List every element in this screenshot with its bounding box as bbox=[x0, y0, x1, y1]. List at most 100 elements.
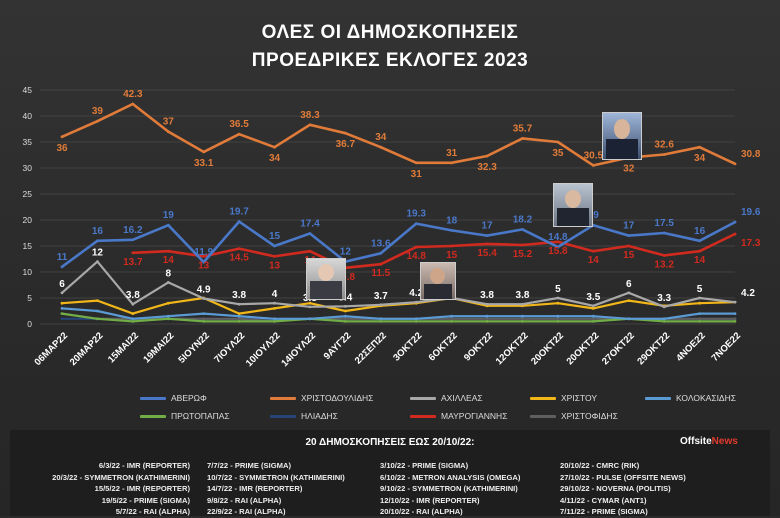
data-point bbox=[450, 229, 454, 232]
data-point bbox=[591, 314, 595, 318]
data-point bbox=[379, 303, 383, 307]
data-point bbox=[662, 253, 666, 257]
legend-label: ΗΛΙΑΔΗΣ bbox=[301, 411, 338, 421]
data-point bbox=[698, 249, 701, 253]
data-label: 15.2 bbox=[513, 249, 533, 260]
x-tick-label: 06MAP22 bbox=[32, 330, 70, 368]
series-line-ΑΧΙΛΛΕΑΣ bbox=[61, 260, 736, 308]
data-point bbox=[60, 301, 64, 305]
data-label: 37 bbox=[163, 117, 175, 128]
legend-item: ΑΒΕΡΩΦ bbox=[140, 393, 207, 403]
data-label: 3.8 bbox=[480, 290, 494, 301]
data-point bbox=[60, 291, 64, 295]
data-point bbox=[273, 301, 276, 305]
data-label: 17 bbox=[623, 221, 635, 232]
data-point bbox=[379, 317, 383, 321]
data-point bbox=[96, 119, 99, 123]
data-point bbox=[521, 227, 524, 231]
data-point bbox=[237, 312, 241, 315]
x-tick-label: 5IOYN22 bbox=[176, 330, 211, 365]
poll-column-2: 7/7/22 - PRIME (SIGMA) 10/7/22 - SYMMETR… bbox=[207, 460, 377, 518]
poll-item: 6/3/22 - IMR (REPORTER) bbox=[98, 461, 190, 470]
data-label: 19.6 bbox=[741, 207, 761, 218]
data-point bbox=[343, 131, 347, 135]
data-point bbox=[343, 317, 347, 321]
data-point bbox=[698, 317, 701, 321]
data-point bbox=[237, 302, 241, 306]
data-point bbox=[733, 220, 737, 224]
poll-item: 7/11/22 - PRIME (SIGMA) bbox=[560, 507, 648, 516]
legend-label: ΚΟΛΟΚΑΣΙΔΗΣ bbox=[676, 393, 737, 403]
data-point bbox=[591, 317, 595, 321]
candidate-photo-achilleas bbox=[306, 258, 346, 300]
data-point bbox=[202, 320, 206, 323]
data-point bbox=[308, 301, 312, 305]
data-label: 17.5 bbox=[654, 218, 674, 229]
data-label: 19.3 bbox=[406, 209, 426, 220]
brand-main: Offsite bbox=[680, 436, 712, 447]
data-point bbox=[308, 123, 312, 127]
data-label: 38.3 bbox=[300, 110, 320, 121]
data-point bbox=[733, 320, 737, 323]
x-tick-label: 20OKT22 bbox=[529, 330, 566, 367]
data-point bbox=[202, 312, 206, 315]
poll-item: 9/10/22 - SYMMETRON (KATHIMERINI) bbox=[380, 484, 518, 493]
data-label: 30.8 bbox=[741, 149, 761, 160]
data-point bbox=[662, 320, 666, 323]
legend-swatch bbox=[645, 396, 671, 400]
poll-column-4: 20/10/22 - CMRC (RIK) 27/10/22 - PULSE (… bbox=[560, 460, 750, 518]
data-point bbox=[450, 320, 454, 323]
legend-swatch bbox=[140, 414, 166, 418]
data-point bbox=[733, 232, 737, 236]
data-point bbox=[166, 317, 170, 321]
data-point bbox=[698, 320, 701, 323]
data-point bbox=[96, 299, 99, 302]
series-line-ΧΡΙΣΤΟΥ bbox=[61, 296, 736, 315]
legend-item: ΧΡΙΣΤΟΔΟΥΛΙΔΗΣ bbox=[270, 393, 373, 403]
poll-item: 6/10/22 - METRON ANALYSIS (OMEGA) bbox=[380, 472, 521, 482]
data-label: 4.2 bbox=[741, 288, 755, 299]
data-point bbox=[131, 317, 135, 321]
chart-title-line1: ΟΛΕΣ ΟΙ ΔΗΜΟΣΚΟΠΗΣΕΙΣ bbox=[261, 22, 519, 43]
data-label: 14.5 bbox=[229, 253, 249, 264]
data-point bbox=[591, 307, 595, 310]
data-label: 16 bbox=[694, 226, 706, 237]
legend-label: ΑΧΙΛΛΕΑΣ bbox=[441, 393, 483, 403]
data-label: 14.8 bbox=[548, 232, 568, 243]
data-label: 35.7 bbox=[513, 123, 533, 134]
data-point bbox=[591, 304, 595, 308]
y-tick-label: 20 bbox=[23, 215, 33, 225]
data-point bbox=[733, 162, 737, 166]
data-label: 4.2 bbox=[409, 288, 423, 299]
data-label: 15.4 bbox=[477, 248, 497, 259]
poll-item: 12/10/22 - IMR (REPORTER) bbox=[380, 495, 480, 505]
polls-panel bbox=[10, 430, 770, 516]
candidate-photo-christodoulides bbox=[602, 112, 642, 160]
data-point bbox=[414, 222, 418, 226]
data-point bbox=[131, 302, 135, 306]
data-label: 12 bbox=[340, 247, 352, 258]
poll-item: 20/10/22 - RAI (ALPHA) bbox=[380, 507, 463, 516]
legend-swatch bbox=[530, 396, 556, 400]
data-point bbox=[237, 132, 241, 136]
data-label: 15 bbox=[269, 231, 281, 242]
legend-swatch bbox=[270, 414, 296, 418]
legend-item: ΧΡΙΣΤΟΦΙΔΗΣ bbox=[530, 411, 618, 421]
legend-swatch bbox=[140, 396, 166, 400]
data-point bbox=[414, 320, 418, 323]
legend-swatch bbox=[410, 396, 436, 400]
data-label: 14.8 bbox=[406, 251, 426, 262]
candidate-photo-mavrogiannis bbox=[420, 262, 456, 300]
legend-swatch bbox=[410, 414, 436, 418]
chart-title-line2: ΠΡΟΕΔΡΙΚΕΣ ΕΚΛΟΓΕΣ 2023 bbox=[251, 50, 529, 71]
data-label: 6 bbox=[59, 279, 65, 290]
data-point bbox=[131, 251, 135, 255]
candidate-photo-averof bbox=[553, 183, 593, 227]
data-point bbox=[131, 312, 135, 315]
x-tick-label: 12OKT22 bbox=[494, 330, 531, 367]
data-label: 13 bbox=[269, 260, 281, 271]
legend-label: ΧΡΙΣΤΟΔΟΥΛΙΔΗΣ bbox=[301, 393, 374, 403]
data-point bbox=[627, 299, 631, 302]
data-point bbox=[556, 317, 560, 321]
data-point bbox=[273, 145, 276, 149]
